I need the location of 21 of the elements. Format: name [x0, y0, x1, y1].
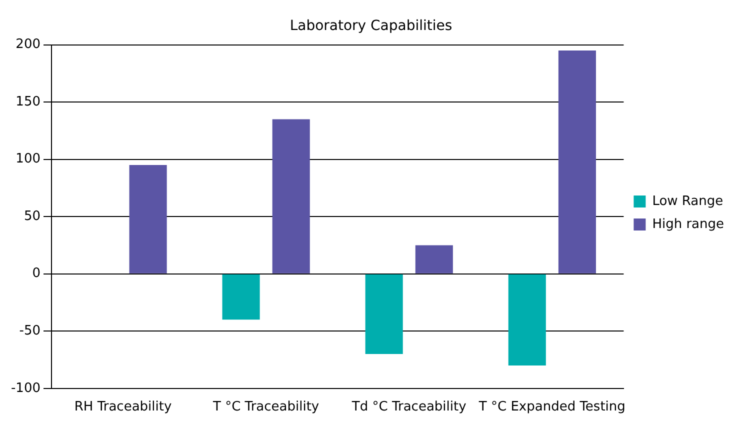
bar — [415, 245, 453, 274]
x-tick-label: T °C Expanded Testing — [478, 400, 626, 415]
y-tick-label: -50 — [19, 324, 41, 339]
y-tick-label: 150 — [16, 94, 41, 110]
y-tick-label: 0 — [32, 266, 41, 282]
y-tick-label: 100 — [16, 152, 41, 167]
x-tick-label: T °C Traceability — [212, 400, 320, 415]
bar — [129, 165, 167, 274]
bar — [272, 119, 310, 274]
x-tick-label: RH Traceability — [74, 400, 172, 415]
legend-label: High range — [652, 216, 724, 232]
bar — [365, 274, 403, 354]
y-tick-label: -100 — [10, 380, 41, 396]
y-tick-label: 50 — [24, 208, 41, 224]
legend-label: Low Range — [652, 194, 724, 209]
bar — [508, 274, 546, 366]
x-tick-label: Td °C Traceability — [350, 400, 467, 415]
y-tick-label: 200 — [16, 37, 41, 52]
bar — [222, 274, 260, 320]
chart-title: Laboratory Capabilities — [290, 18, 452, 34]
bar — [558, 50, 596, 274]
